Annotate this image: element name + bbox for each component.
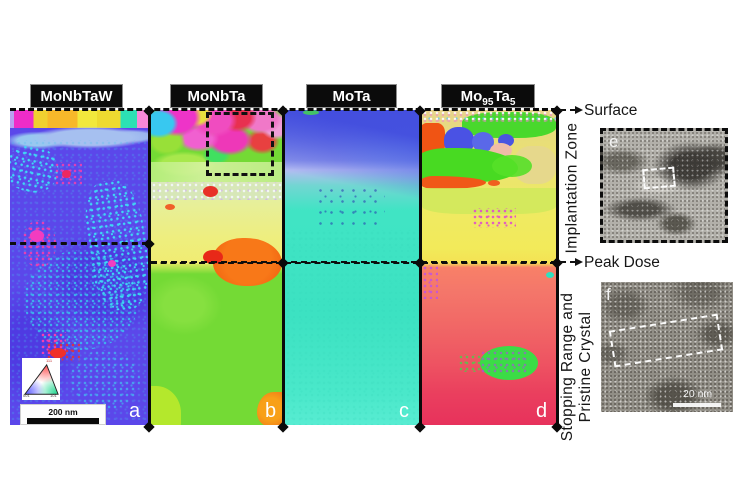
surface-arrow bbox=[560, 109, 576, 111]
ipf-color-key: 111 001 101 bbox=[22, 358, 60, 400]
title-mo95ta5: Mo95Ta5 bbox=[460, 87, 516, 108]
surface-arrowhead-icon bbox=[575, 106, 583, 114]
peak-dose-line-panel-a bbox=[10, 243, 148, 245]
scale-bar-200nm: 200 nm bbox=[20, 404, 106, 425]
ebsd-map-monbtaw: 111 001 101 200 nm a bbox=[10, 110, 148, 425]
title-box-monbtaw: MoNbTaW bbox=[30, 84, 123, 108]
peak-dose-line bbox=[151, 261, 557, 263]
peak-dose-label: Peak Dose bbox=[584, 254, 660, 271]
ebsd-map-mo95ta5: d bbox=[422, 110, 556, 425]
implantation-zone-label: Implantation Zone bbox=[563, 122, 581, 254]
ipf-triangle bbox=[23, 363, 59, 395]
peak-dose-line-panel-d bbox=[422, 262, 556, 264]
tem-e-region-box bbox=[642, 166, 676, 190]
panel-letter-c: c bbox=[399, 400, 409, 422]
panel-divider-ab bbox=[148, 110, 151, 429]
depth-axis-line bbox=[556, 110, 559, 429]
peak-dose-arrowhead-icon bbox=[575, 258, 583, 266]
panel-letter-b: b bbox=[265, 400, 277, 422]
panel-divider-cd bbox=[419, 110, 422, 429]
ebsd-map-monbta: b bbox=[151, 110, 282, 425]
tem-grain-texture bbox=[603, 131, 725, 240]
title-box-monbta: MoNbTa bbox=[170, 84, 263, 108]
title-box-mo95ta5: Mo95Ta5 bbox=[441, 84, 535, 108]
ipf-corner-111: 111 bbox=[46, 358, 53, 363]
peak-dose-line-a-extension bbox=[10, 242, 148, 244]
panel-letter-a: a bbox=[129, 400, 141, 422]
ebsd-map-mota: c bbox=[285, 110, 419, 425]
title-mota: MoTa bbox=[332, 87, 371, 105]
ipf-corner-101: 101 bbox=[50, 393, 57, 398]
title-box-mota: MoTa bbox=[306, 84, 397, 108]
panel-letter-e: e bbox=[609, 132, 619, 151]
ipf-corner-001: 001 bbox=[23, 393, 30, 398]
panel-letter-f: f bbox=[606, 285, 611, 304]
stopping-range-label: Stopping Range and Pristine Crystal bbox=[559, 292, 594, 442]
peak-dose-line-panel-b bbox=[151, 262, 282, 264]
peak-dose-arrow bbox=[560, 261, 576, 263]
peak-dose-line-panel-c bbox=[285, 262, 419, 264]
scale-bar-200nm-label: 200 nm bbox=[48, 407, 78, 417]
title-monbta: MoNbTa bbox=[187, 87, 246, 105]
scale-bar-20nm-label: 20 nm bbox=[683, 388, 713, 400]
scale-bar-200nm-bar bbox=[27, 418, 99, 424]
inset-region-box bbox=[206, 112, 274, 176]
scale-bar-20nm-bar bbox=[673, 403, 721, 407]
tem-image-implantation-zone: e bbox=[600, 128, 728, 243]
tem-image-pristine-crystal: f 20 nm bbox=[601, 282, 733, 412]
surface-label: Surface bbox=[584, 102, 638, 119]
panel-letter-d: d bbox=[536, 400, 548, 422]
title-monbtaw: MoNbTaW bbox=[40, 87, 113, 105]
tem-grain-texture bbox=[601, 282, 733, 412]
panel-divider-bc bbox=[282, 110, 285, 429]
